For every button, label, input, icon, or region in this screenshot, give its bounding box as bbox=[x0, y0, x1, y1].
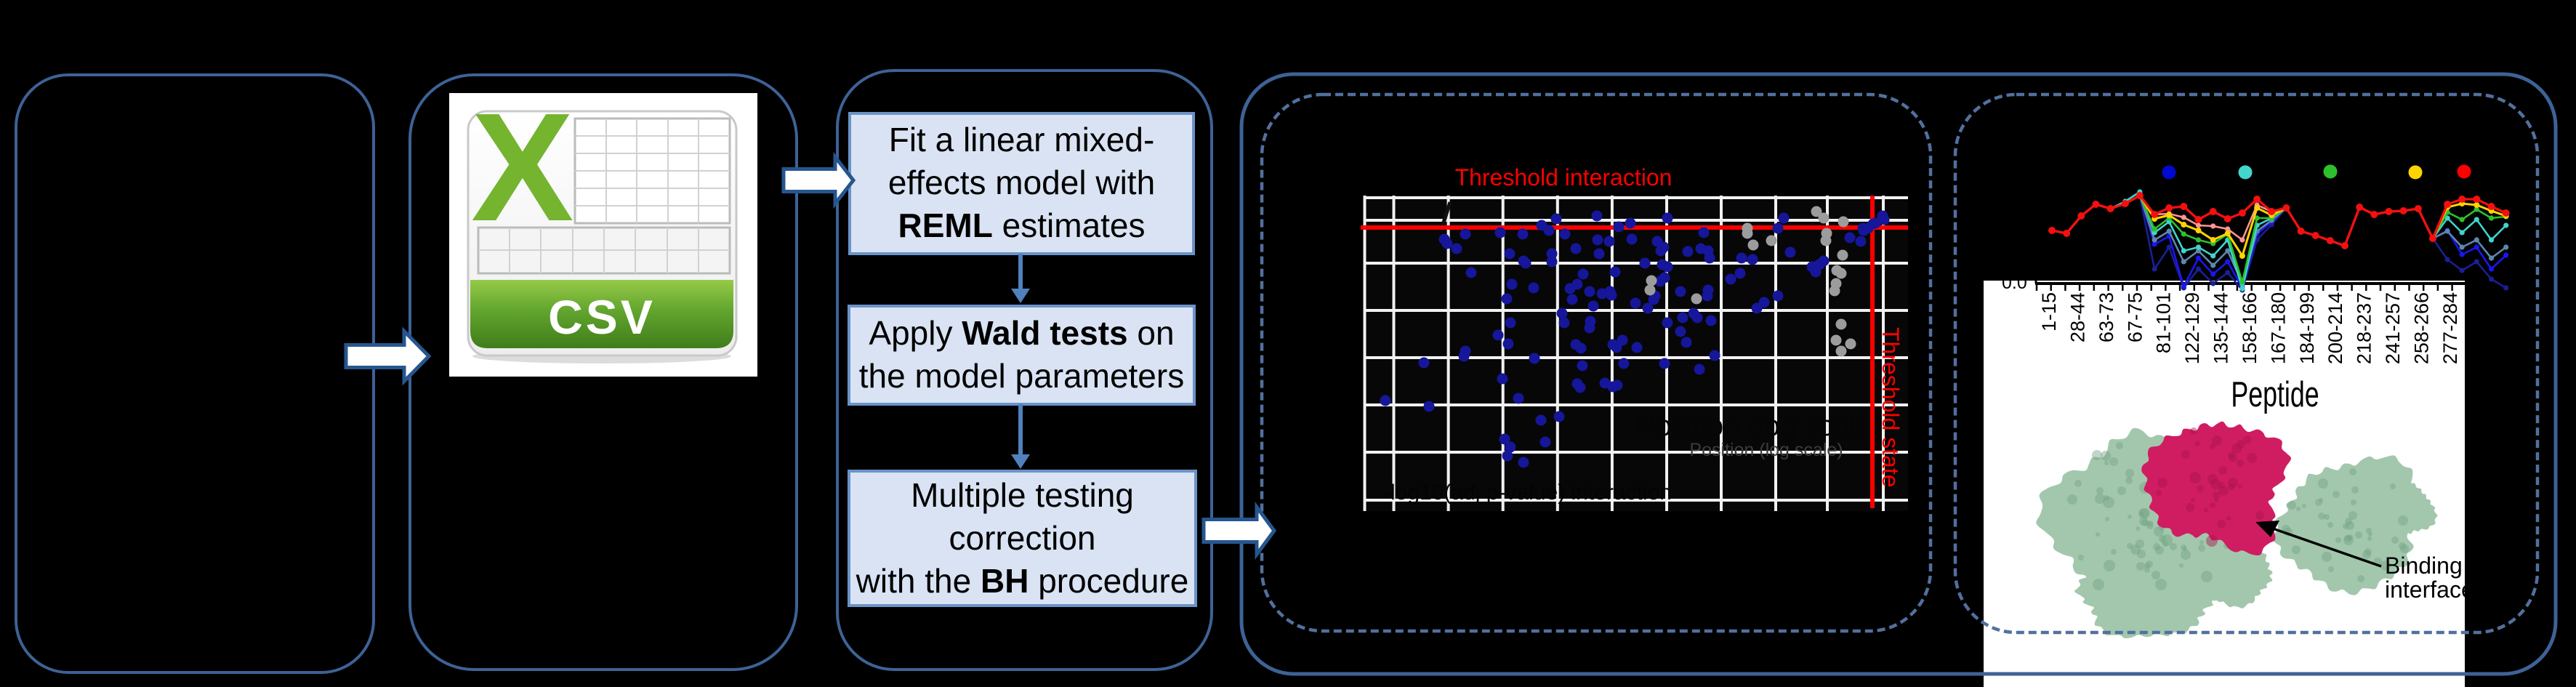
svg-text:-log10(adj p-value) interactio: -log10(adj p-value) interaction bbox=[1383, 481, 1672, 505]
svg-text:0.0: 0.0 bbox=[2002, 273, 2027, 293]
svg-text:Position (log scale): Position (log scale) bbox=[1636, 410, 1882, 442]
svg-text:Position (log scale): Position (log scale) bbox=[1689, 440, 1843, 460]
svg-text:241-257: 241-257 bbox=[2382, 292, 2404, 364]
svg-text:Peptide: Peptide bbox=[2231, 375, 2319, 415]
svg-text:277-284: 277-284 bbox=[2439, 292, 2461, 364]
svg-text:63-73: 63-73 bbox=[2096, 292, 2117, 342]
svg-text:258-266: 258-266 bbox=[2411, 292, 2433, 364]
svg-text:135-144: 135-144 bbox=[2210, 292, 2232, 364]
svg-text:28-44: 28-44 bbox=[2066, 292, 2088, 342]
svg-text:81-101: 81-101 bbox=[2153, 292, 2175, 353]
svg-text:200-214: 200-214 bbox=[2325, 292, 2346, 364]
svg-text:1-15: 1-15 bbox=[2038, 292, 2060, 332]
svg-text:158-166: 158-166 bbox=[2239, 292, 2261, 364]
svg-text:67-75: 67-75 bbox=[2124, 292, 2146, 342]
svg-text:122-129: 122-129 bbox=[2181, 292, 2203, 364]
svg-text:X: X bbox=[471, 81, 573, 253]
svg-text:218-237: 218-237 bbox=[2354, 292, 2375, 364]
svg-text:184-199: 184-199 bbox=[2296, 292, 2318, 364]
svg-text:167-180: 167-180 bbox=[2267, 292, 2289, 364]
